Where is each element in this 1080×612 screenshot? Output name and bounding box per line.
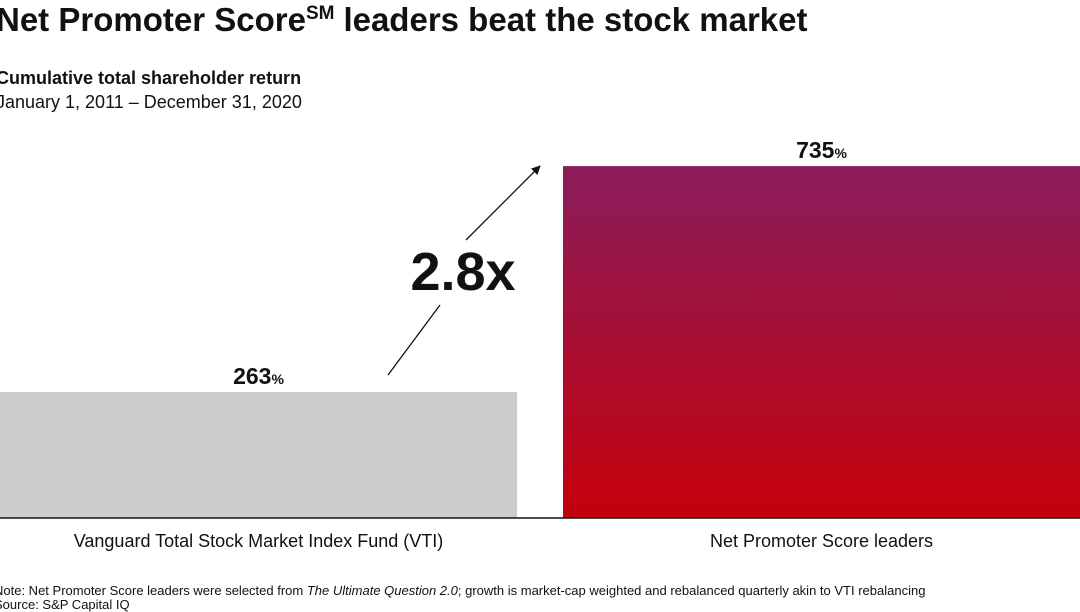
- arrow-lower: [387, 304, 441, 376]
- value-label: 263%: [233, 363, 284, 389]
- bar: [0, 392, 517, 518]
- value-label: 735%: [796, 137, 847, 163]
- title-main: Net Promoter Score: [0, 1, 306, 38]
- x-tick-label: Vanguard Total Stock Market Index Fund (…: [74, 531, 444, 551]
- title-rest: leaders beat the stock market: [343, 1, 807, 38]
- note-part: ; growth is market-cap weighted and reba…: [458, 583, 926, 598]
- note: Note: Net Promoter Score leaders were se…: [0, 583, 925, 598]
- source: Source: S&P Capital IQ: [0, 597, 130, 612]
- note-part: Note: Net Promoter Score leaders were se…: [0, 583, 307, 598]
- annotation: 2.8x: [410, 242, 515, 302]
- period: January 1, 2011 – December 31, 2020: [0, 92, 302, 112]
- subtitle: Cumulative total shareholder return: [0, 68, 301, 88]
- x-tick-label: Net Promoter Score leaders: [710, 531, 933, 551]
- title-mark: SM: [306, 3, 335, 24]
- bar: [563, 166, 1080, 518]
- chart-title: Net Promoter ScoreSM leaders beat the sto…: [0, 1, 807, 38]
- arrow-upper: [465, 165, 541, 241]
- note-italic: The Ultimate Question 2.0: [307, 583, 459, 598]
